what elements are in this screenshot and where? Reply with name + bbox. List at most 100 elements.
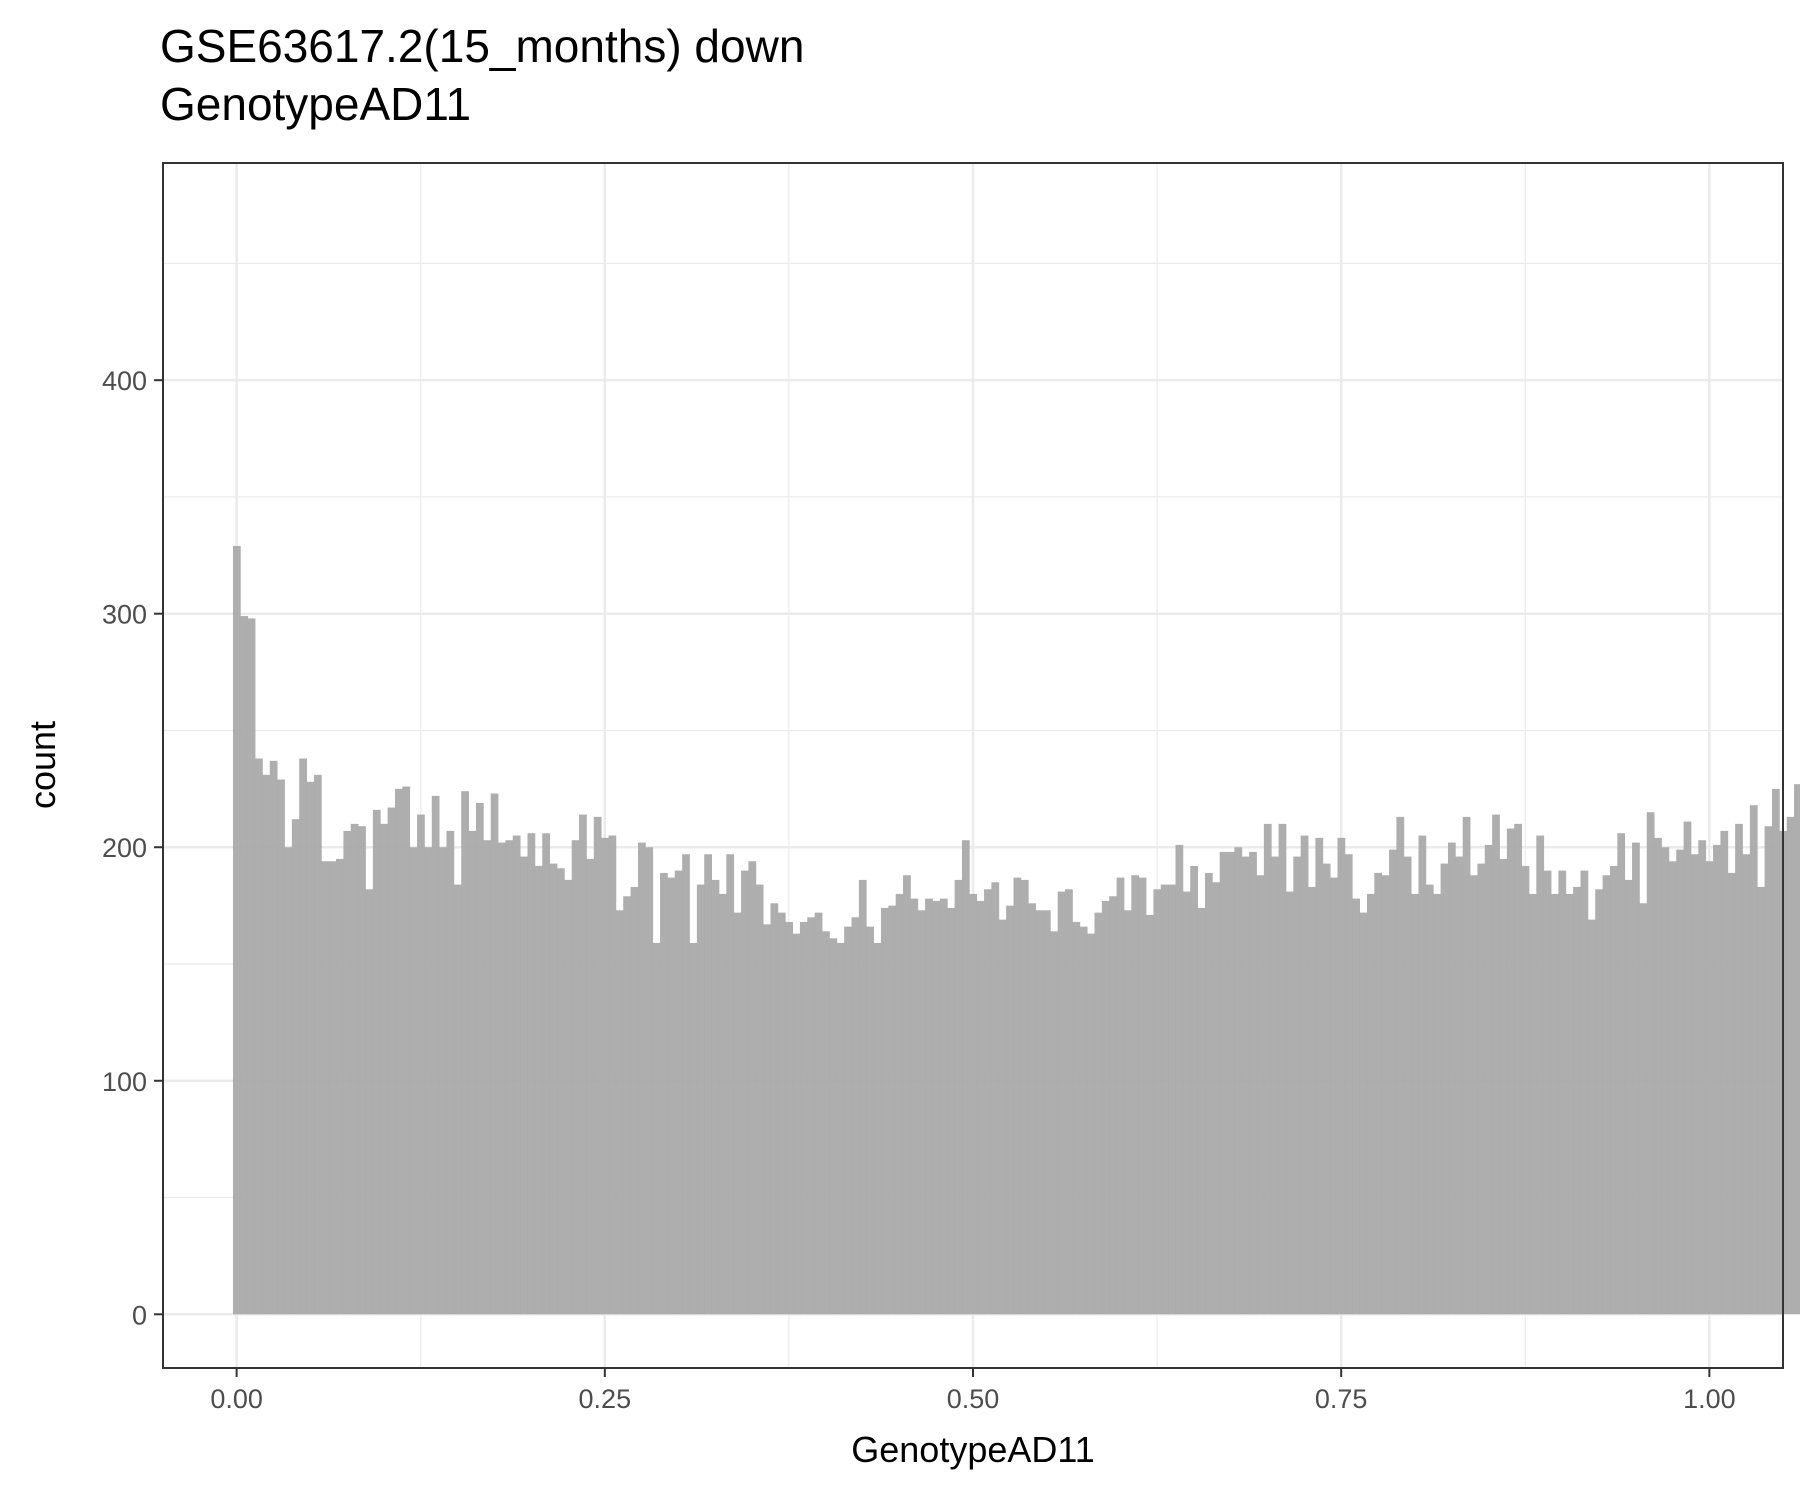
histogram-bar (1190, 865, 1198, 1315)
histogram-bar (358, 826, 366, 1315)
histogram-bar (858, 879, 867, 1315)
histogram-bar (903, 875, 911, 1315)
histogram-bar (306, 781, 315, 1315)
histogram-bar (910, 898, 919, 1315)
y-tick-label: 300 (102, 600, 147, 630)
histogram-bar (1308, 886, 1316, 1315)
histogram-bar (1683, 821, 1692, 1315)
histogram-bar (1609, 865, 1618, 1315)
histogram-bar (829, 938, 838, 1315)
histogram-bar (998, 919, 1007, 1315)
histogram-bar (652, 942, 661, 1315)
histogram-bar (1168, 884, 1176, 1315)
histogram-bar (1425, 884, 1434, 1315)
histogram-bar (792, 933, 801, 1315)
histogram-bar (1492, 814, 1500, 1315)
histogram-bar (380, 823, 388, 1315)
histogram-bar (431, 795, 440, 1315)
histogram-bar (284, 847, 293, 1315)
histogram-bar (1035, 910, 1044, 1315)
histogram-bar (748, 861, 757, 1315)
histogram-bar (932, 900, 941, 1315)
histogram-bar (1337, 837, 1346, 1315)
histogram-bar (1742, 854, 1751, 1315)
histogram-bar (1440, 863, 1449, 1315)
histogram-bar (1197, 907, 1206, 1315)
histogram-bar (527, 833, 536, 1315)
y-axis: 0 100 200 300 400 (102, 366, 163, 1330)
histogram-bar (240, 616, 249, 1315)
histogram-bar (512, 835, 521, 1315)
histogram-bar (1057, 891, 1066, 1315)
histogram-bar (313, 774, 322, 1315)
histogram-bar (667, 877, 676, 1315)
x-axis: 0.00 0.25 0.50 0.75 1.00 (210, 1368, 1736, 1414)
histogram-bar (689, 942, 698, 1315)
histogram-bar (1713, 844, 1721, 1315)
x-tick-label: 0.00 (210, 1384, 263, 1414)
histogram-bar (866, 926, 874, 1315)
histogram-bar (1153, 889, 1162, 1315)
histogram-bar (417, 814, 425, 1315)
histogram-bar (439, 847, 447, 1315)
histogram-bar (1374, 872, 1383, 1315)
histogram-bar (770, 903, 779, 1315)
histogram-bar (1528, 893, 1537, 1315)
histogram-bar (799, 921, 808, 1315)
histogram-bar (873, 942, 882, 1315)
histogram-bar (1654, 837, 1662, 1315)
histogram-bar (1617, 833, 1626, 1315)
y-tick-label: 0 (132, 1300, 147, 1330)
histogram-bar (1433, 893, 1441, 1315)
histogram-bar (299, 758, 307, 1315)
histogram-bar (1322, 863, 1331, 1315)
histogram-bar (1293, 856, 1302, 1315)
histogram-bar (1455, 856, 1464, 1315)
histogram-bar (763, 924, 771, 1315)
x-tick-label: 0.25 (579, 1384, 632, 1414)
histogram-bar (1285, 891, 1294, 1315)
histogram-bar (822, 931, 830, 1315)
histogram-bar (1735, 823, 1743, 1315)
histogram-bar (1690, 854, 1699, 1315)
histogram-bar (579, 814, 587, 1315)
histogram-bar (637, 842, 646, 1315)
histogram-bar (1499, 858, 1508, 1315)
chart-title: GSE63617.2(15_months) down (160, 20, 804, 72)
histogram-bar (1315, 837, 1324, 1315)
histogram-bar (1020, 879, 1029, 1315)
histogram-bar (1219, 851, 1228, 1315)
histogram-bar (1668, 861, 1677, 1315)
histogram-bar (645, 847, 654, 1315)
histogram-bar (682, 854, 690, 1315)
histogram-bar (1624, 879, 1633, 1315)
histogram-bar (1028, 903, 1036, 1315)
histogram-bar (954, 879, 963, 1315)
histogram-bar (1558, 870, 1567, 1315)
histogram-bar (1698, 840, 1707, 1315)
histogram-bar (1006, 905, 1014, 1315)
histogram-bar (674, 870, 683, 1315)
histogram-bar (446, 830, 455, 1315)
histogram-bar (571, 840, 580, 1315)
histogram-bar (1359, 912, 1368, 1315)
histogram-bar (836, 942, 845, 1315)
histogram-bar (1639, 903, 1648, 1315)
histogram-bar (1175, 844, 1184, 1315)
histogram-bars (232, 545, 1800, 1315)
histogram-bar (1389, 849, 1397, 1315)
histogram-bar (1661, 847, 1670, 1315)
histogram-bar (1514, 823, 1522, 1315)
histogram-bar (328, 861, 337, 1315)
histogram-bar (1138, 877, 1147, 1315)
histogram-bar (601, 837, 609, 1315)
histogram-bar (1050, 931, 1059, 1315)
histogram-bar (1249, 851, 1257, 1315)
histogram-bar (394, 788, 403, 1315)
histogram-bar (755, 884, 764, 1315)
histogram-bar (453, 884, 462, 1315)
histogram-bar (247, 618, 256, 1315)
histogram-bar (1580, 870, 1589, 1315)
histogram-bar (917, 910, 926, 1315)
histogram-bar (1462, 816, 1471, 1315)
